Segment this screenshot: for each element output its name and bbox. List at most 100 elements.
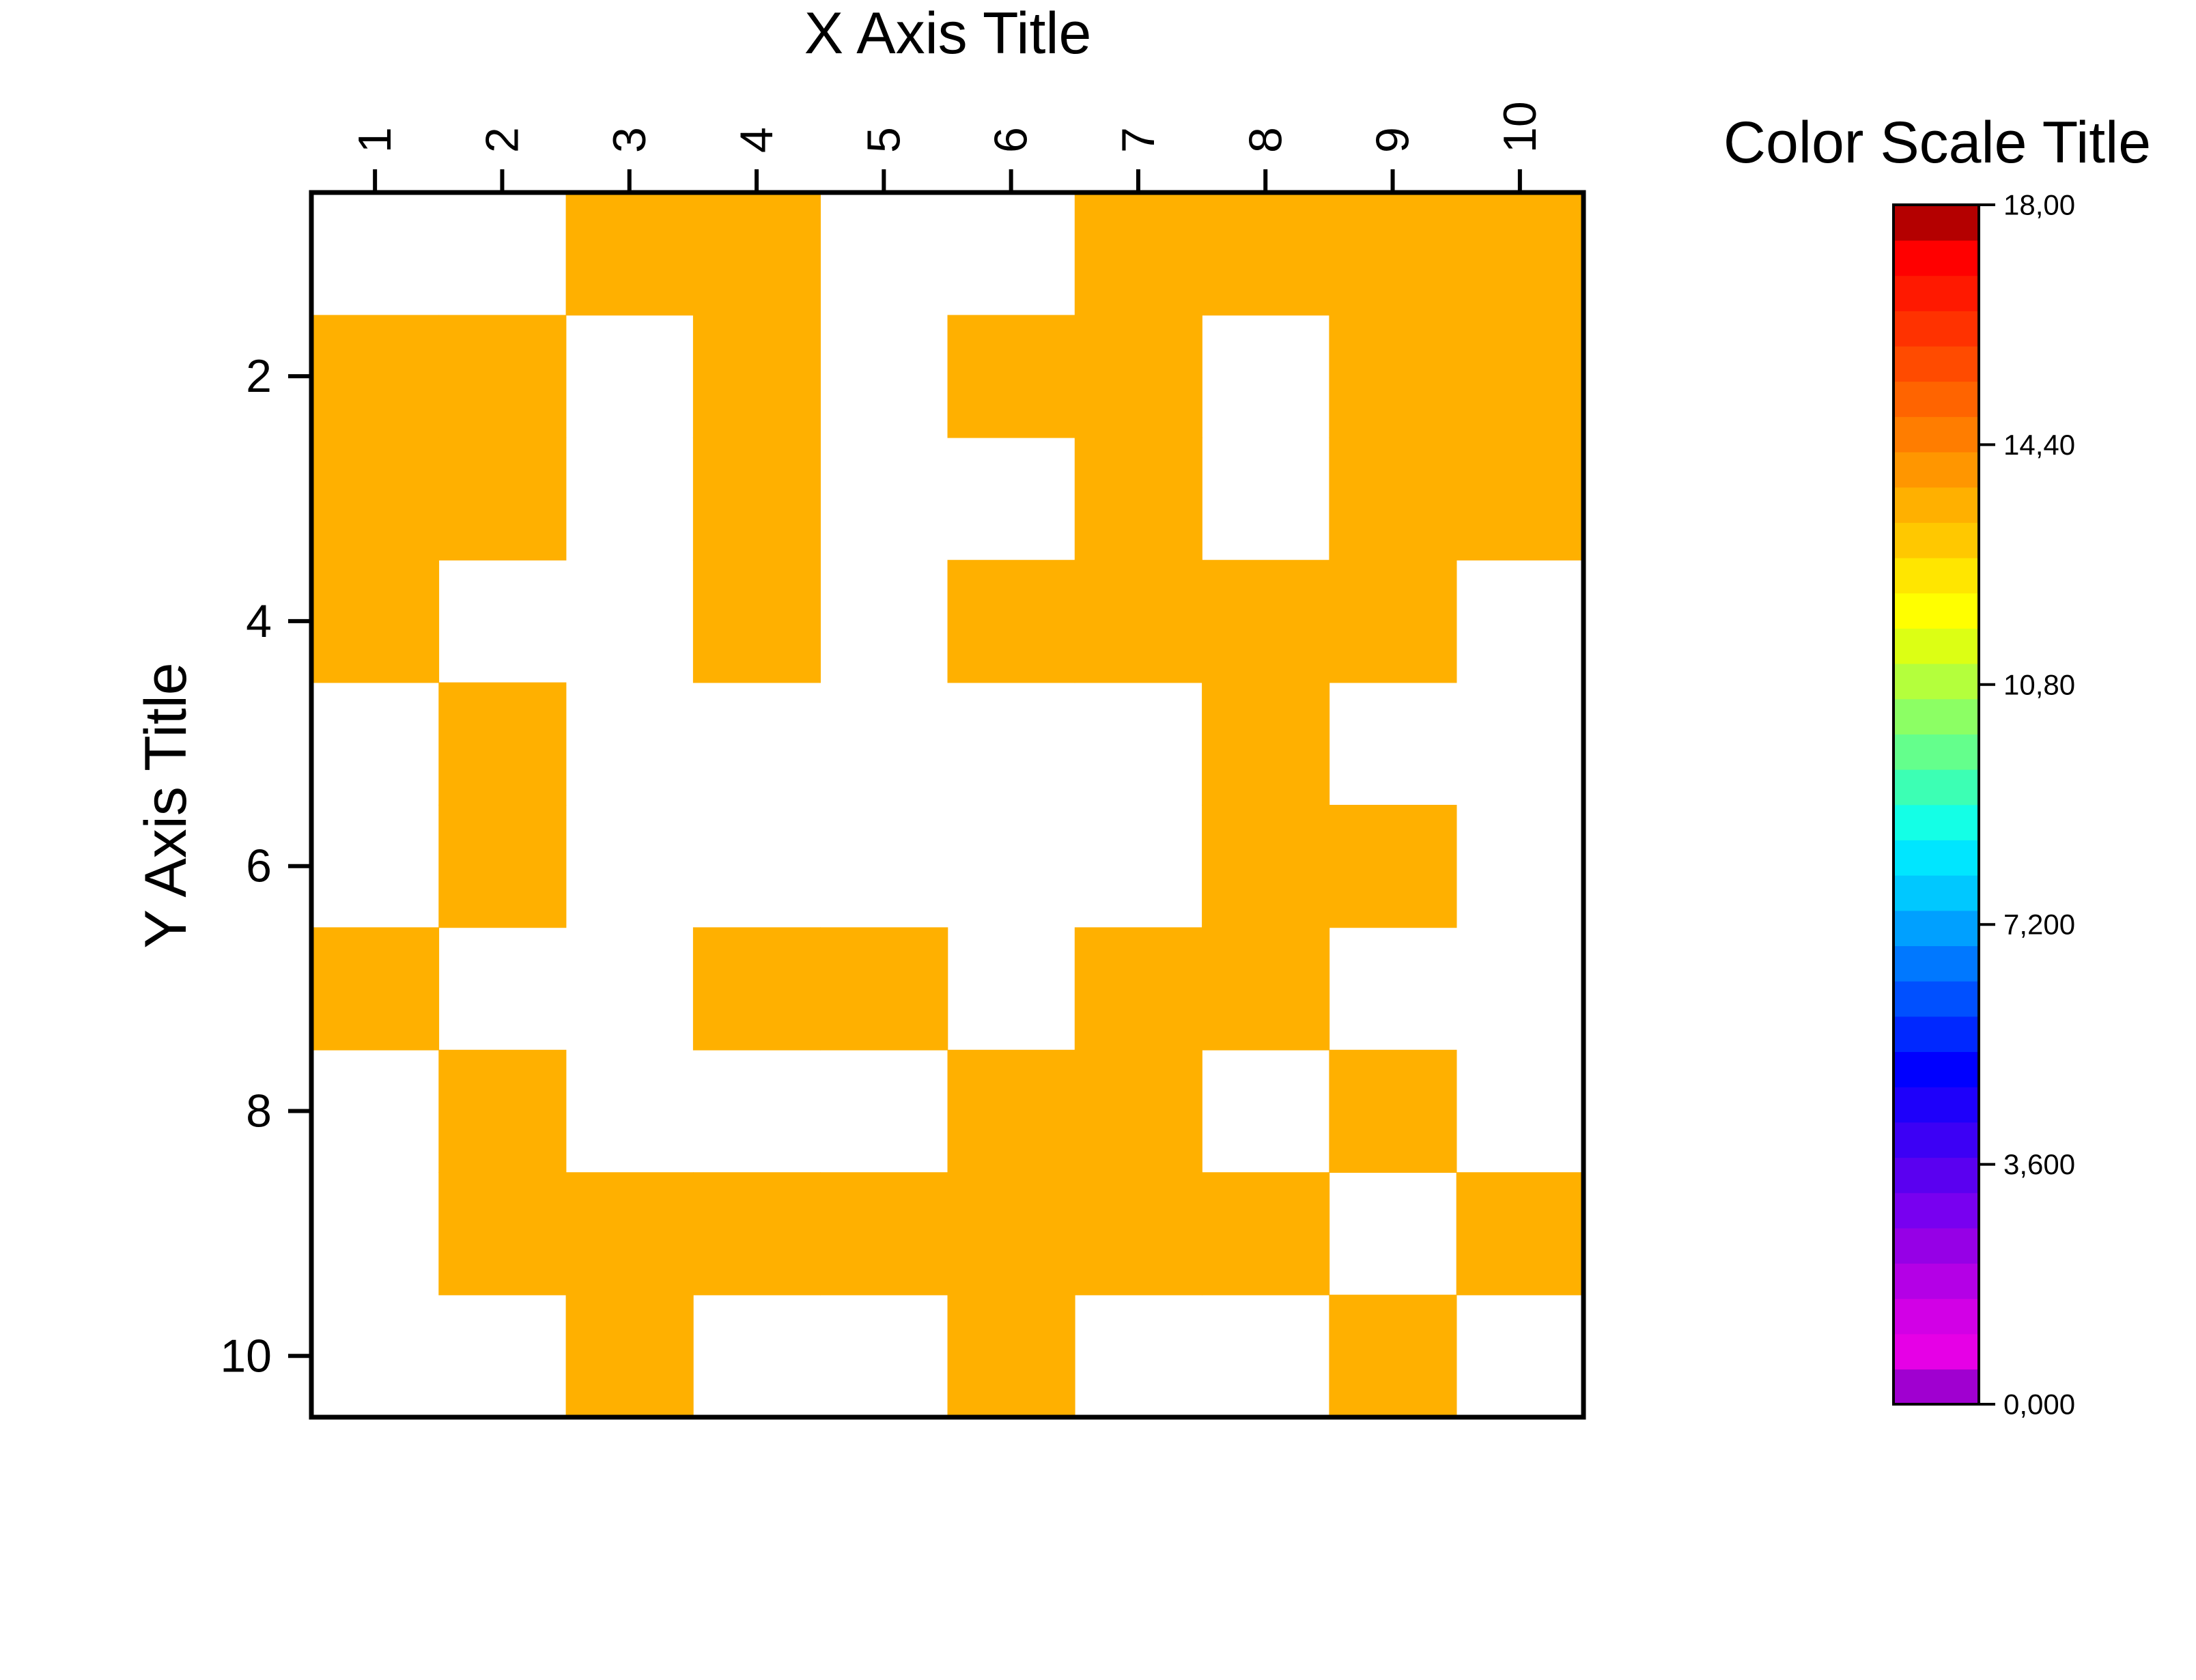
color-scale-swatch [1894,734,1979,770]
heatmap-cell [438,1049,567,1173]
heatmap-cell [1202,805,1330,928]
heatmap-cell [947,1294,1075,1418]
y-axis-title: Y Axis Title [133,662,199,948]
color-scale-swatch [1894,1086,1979,1123]
color-scale-ticks: 0,000 3,600 7,200 10,80 14,40 18,00 [1979,189,2075,1421]
heatmap-cell [1329,1294,1457,1418]
y-tick-label: 8 [246,1085,272,1137]
color-scale-tick-label: 18,00 [2003,189,2075,221]
color-scale-swatch [1894,1157,1979,1193]
color-scale-swatch [1894,945,1979,982]
color-scale-swatch [1894,1369,1979,1405]
heatmap-cell [438,1172,567,1296]
color-scale-title: Color Scale Title [1723,110,2151,175]
color-scale-swatch [1894,311,1979,347]
color-scale-swatch [1894,451,1979,488]
heatmap-cell [1456,193,1584,316]
heatmap-cell [1456,437,1584,560]
heatmap-cell [438,682,567,806]
heatmap-cell [1329,315,1457,438]
color-scale-swatch [1894,1192,1979,1229]
heatmap-cell [692,193,821,316]
color-scale-swatch [1894,1122,1979,1158]
heatmap-cell [565,193,694,316]
heatmap-cell [1074,437,1202,560]
heatmap-cell [311,560,440,683]
heatmap-cell [565,1294,694,1418]
heatmap-cell [1202,1172,1330,1296]
heatmap-cell [692,315,821,438]
heatmap-cell [947,1172,1075,1296]
color-scale-swatch [1894,381,1979,417]
color-scale-swatch [1894,1263,1979,1299]
heatmap-cell [947,1049,1075,1173]
x-tick-label: 3 [604,127,656,153]
color-scale-frame [1892,203,1980,1406]
y-axis: 2 4 6 8 10 [220,350,311,1382]
heatmap-cell [438,315,567,438]
heatmap-cell [692,927,821,1051]
color-scale-swatch [1894,840,1979,876]
color-scale-swatch [1894,487,1979,523]
color-scale-swatch [1894,910,1979,947]
heatmap-cell [1329,193,1457,316]
heatmap-cell [311,437,440,560]
y-tick-label: 4 [246,595,272,647]
color-scale [1894,205,1979,1405]
x-tick-label: 1 [349,127,401,153]
color-scale-swatch [1894,593,1979,629]
heatmap-cell [1202,193,1330,316]
color-scale-swatch [1894,804,1979,840]
heatmap-cell [438,437,567,560]
x-tick-label: 8 [1239,127,1291,153]
x-tick-label: 9 [1367,127,1419,153]
plot-frame [309,190,1586,1420]
color-scale-swatch [1894,1051,1979,1087]
y-tick-label: 6 [246,840,272,892]
heatmap-cell [1202,682,1330,806]
x-tick-label: 7 [1112,127,1164,153]
x-tick-label: 2 [477,127,529,153]
heatmap-cell [1329,1049,1457,1173]
heatmap-cell [820,927,948,1051]
y-tick-label: 10 [220,1330,272,1382]
heatmap-cell [1074,927,1202,1051]
x-axis: 1 2 3 4 5 6 7 8 9 10 [349,101,1546,193]
heatmap-cell [820,1172,948,1296]
heatmap-cell [947,315,1075,438]
heatmap-cell [438,805,567,928]
color-scale-tick-label: 14,40 [2003,429,2075,461]
heatmap-cell [565,1172,694,1296]
heatmap-cells [311,193,1584,1418]
color-scale-swatch [1894,980,1979,1017]
y-tick-label: 2 [246,350,272,402]
color-scale-swatch [1894,698,1979,735]
heatmap-cell [1329,805,1457,928]
heatmap-cell [1074,560,1202,683]
color-scale-swatch [1894,1016,1979,1053]
heatmap-cell [692,437,821,560]
color-scale-swatch [1894,522,1979,558]
color-scale-swatch [1894,769,1979,806]
color-scale-swatch [1894,1227,1979,1264]
heatmap-cell [947,560,1075,683]
color-scale-tick-label: 7,200 [2003,909,2075,941]
color-scale-tick-label: 0,000 [2003,1389,2075,1421]
heatmap-cell [1456,315,1584,438]
color-scale-swatch [1894,1298,1979,1335]
heatmap-cell [692,1172,821,1296]
color-scale-swatch [1894,628,1979,664]
color-scale-swatch [1894,416,1979,453]
heatmap-cell [1202,560,1330,683]
heatmap-cell [1329,560,1457,683]
heatmap-cell [1074,1172,1202,1296]
heatmap-cell [1329,437,1457,560]
color-scale-swatch [1894,874,1979,911]
x-tick-label: 6 [985,127,1037,153]
heatmap-cell [311,927,440,1051]
x-tick-label: 5 [858,127,910,153]
color-scale-swatch [1894,205,1979,241]
heatmap-cell [1456,1172,1584,1296]
heatmap-cell [1074,315,1202,438]
